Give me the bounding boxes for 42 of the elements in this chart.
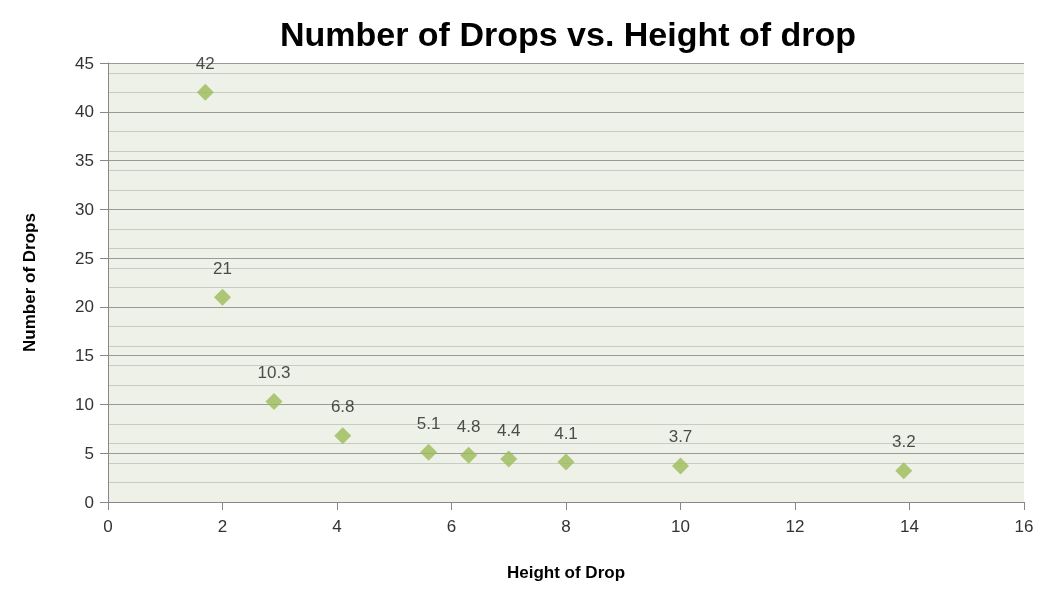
y-tick-label: 5 bbox=[84, 443, 94, 463]
data-label: 4.8 bbox=[456, 416, 481, 436]
y-tick-label: 0 bbox=[84, 492, 94, 512]
x-tick-label: 0 bbox=[103, 517, 113, 536]
data-label: 6.8 bbox=[330, 397, 355, 417]
y-tick-label: 25 bbox=[75, 248, 94, 268]
y-tick-label: 15 bbox=[75, 346, 94, 366]
y-tick-label: 35 bbox=[75, 151, 94, 171]
x-tick-label: 8 bbox=[561, 517, 571, 536]
data-label: 3.7 bbox=[668, 427, 693, 447]
y-tick-label: 30 bbox=[75, 199, 94, 219]
data-label: 42 bbox=[195, 53, 215, 73]
x-tick-label: 10 bbox=[671, 517, 690, 536]
point bbox=[557, 453, 575, 471]
y-axis-title: Number of Drops bbox=[20, 213, 39, 352]
point bbox=[895, 462, 913, 480]
y-tick-label: 10 bbox=[75, 394, 94, 414]
x-tick-label: 4 bbox=[332, 517, 342, 536]
x-axis-title: Height of Drop bbox=[506, 563, 626, 582]
point bbox=[196, 83, 214, 101]
x-tick-label: 12 bbox=[785, 517, 805, 536]
data-label: 3.2 bbox=[891, 432, 916, 452]
x-tick-label: 6 bbox=[446, 517, 457, 536]
point bbox=[265, 393, 283, 411]
x-tick-label: 14 bbox=[900, 517, 919, 536]
data-label: 21 bbox=[213, 258, 232, 278]
chart-title: Number of Drops vs. Height of drop bbox=[279, 15, 857, 53]
point bbox=[334, 427, 352, 445]
data-label: 4.4 bbox=[496, 420, 521, 440]
y-tick-label: 40 bbox=[75, 102, 94, 122]
data-label: 4.1 bbox=[554, 423, 578, 443]
x-tick-label: 16 bbox=[1014, 517, 1034, 536]
data-label: 10.3 bbox=[257, 363, 291, 383]
y-tick-label: 20 bbox=[75, 297, 94, 317]
y-tick-label: 45 bbox=[75, 53, 94, 73]
point bbox=[420, 443, 438, 461]
point bbox=[500, 450, 518, 468]
data-label: 5.1 bbox=[416, 413, 441, 433]
point bbox=[214, 288, 231, 306]
point bbox=[460, 446, 478, 464]
x-tick-label: 2 bbox=[217, 517, 228, 536]
point bbox=[672, 457, 689, 475]
